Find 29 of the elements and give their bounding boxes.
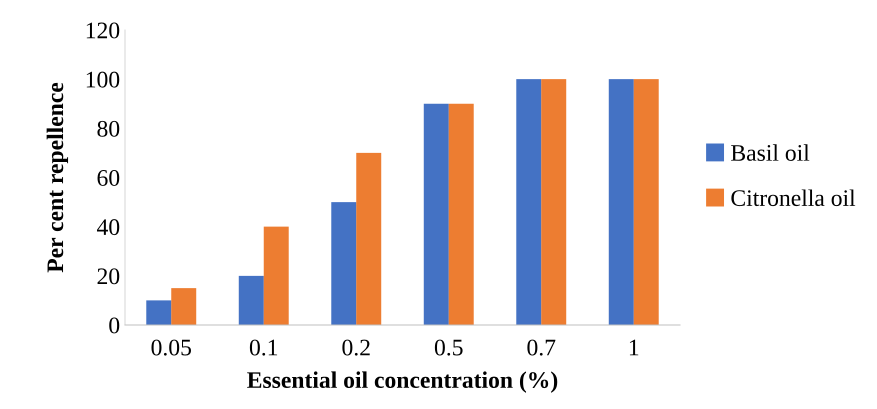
bar — [634, 79, 659, 325]
x-tick-label: 0.2 — [342, 340, 370, 356]
x-axis-title: Essential oil concentration (%) — [247, 371, 558, 393]
x-tick-label: 0.7 — [527, 340, 556, 356]
bar — [238, 276, 264, 325]
bar — [448, 104, 474, 325]
bar — [171, 288, 196, 325]
y-tick-label: 100 — [86, 72, 120, 88]
x-tick-label: 0.5 — [434, 340, 463, 356]
bar — [608, 79, 634, 325]
x-tick-label: 0.05 — [151, 340, 191, 356]
y-tick-label: 20 — [98, 268, 120, 284]
y-tick-label: 0 — [109, 317, 120, 334]
y-tick-label: 40 — [96, 219, 120, 236]
bar — [146, 300, 172, 325]
y-tick-label: 60 — [98, 170, 120, 186]
bar — [264, 226, 289, 325]
bar — [424, 104, 449, 325]
y-tick-label: 80 — [97, 120, 120, 137]
x-tick-label: 0.1 — [250, 340, 278, 356]
x-tick-label: 1 — [630, 340, 638, 356]
bar — [541, 79, 566, 325]
legend-label: Citronella oil — [731, 189, 856, 206]
legend-label: Basil oil — [731, 144, 810, 161]
bar — [516, 79, 542, 325]
y-axis-title: Per cent repellence — [46, 82, 68, 272]
y-tick-label: 120 — [86, 22, 120, 38]
bar — [331, 202, 356, 325]
bar — [356, 152, 382, 325]
